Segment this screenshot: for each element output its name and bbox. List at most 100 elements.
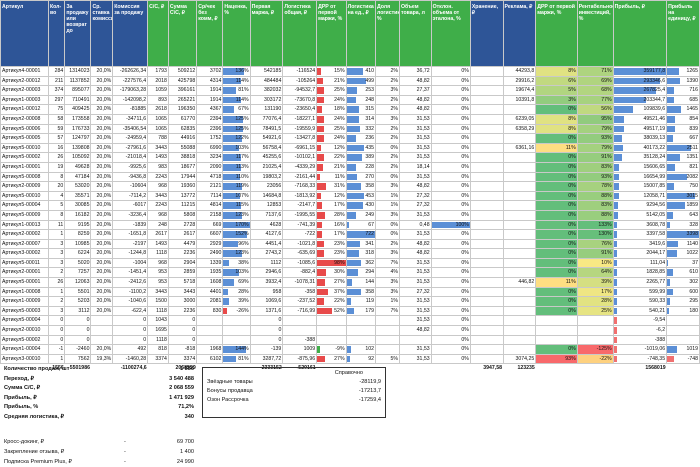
table-cell[interactable]: 6% [535,75,578,87]
table-cell[interactable]: 0% [535,257,578,269]
table-cell[interactable]: 389 [345,152,377,163]
table-cell[interactable]: 20,0% [90,305,114,317]
table-cell[interactable]: 1118 [147,334,169,346]
table-cell[interactable]: 107% [222,190,251,202]
table-cell[interactable]: 59 [47,123,66,135]
table-cell[interactable] [469,267,504,279]
table-cell[interactable]: 3419,6 [612,238,668,250]
column-header[interactable]: За продажу или возврат до [64,0,92,67]
table-cell[interactable]: 1968 [196,344,224,355]
table-cell[interactable]: 1493 [147,238,169,250]
table-cell[interactable]: -7168,33 [282,181,318,192]
table-cell[interactable]: 26 [47,277,66,288]
table-cell[interactable] [666,315,700,327]
table-cell[interactable]: 93% [576,171,614,183]
table-cell[interactable]: 25% [316,123,347,135]
table-cell[interactable]: 968 [147,209,169,221]
table-cell[interactable]: -622,4 [112,305,149,317]
table-row[interactable]: Артикул5-00002 0 0 0 1118 0 0 -388 0% -388 [0,334,700,346]
table-cell[interactable]: 750 [666,181,700,192]
table-cell[interactable]: -882,4 [282,267,318,279]
table-cell[interactable]: 3234 [196,152,224,163]
table-cell[interactable] [345,325,377,336]
table-cell[interactable]: 20,0% [90,94,114,106]
table-cell[interactable]: 236 [345,133,377,144]
table-cell[interactable]: 0% [430,296,471,307]
table-cell[interactable]: 669 [196,219,224,231]
table-cell[interactable]: 1793 [147,66,169,77]
table-cell[interactable]: 19,3% [90,353,114,365]
column-header[interactable]: Прибыль на единицу, ₽ [666,0,700,67]
article-cell[interactable]: Артикул3-00002 [0,248,49,259]
table-cell[interactable]: 79% [576,142,614,154]
table-cell[interactable]: 20,0% [90,171,114,183]
table-cell[interactable] [502,267,537,279]
table-cell[interactable]: 4 [47,190,66,202]
table-cell[interactable]: 0% [430,142,471,154]
table-cell[interactable]: 0% [535,286,578,298]
table-cell[interactable]: -139 [249,344,284,355]
table-cell[interactable]: 2% [375,75,400,87]
table-cell[interactable]: 253 [345,85,377,96]
table-cell[interactable]: 31,53 [398,296,432,307]
table-cell[interactable]: 119% [222,181,251,192]
table-cell[interactable] [502,219,537,231]
table-cell[interactable]: 2236 [167,248,198,259]
table-cell[interactable]: 0% [430,229,471,240]
table-cell[interactable]: 20,0% [90,286,114,298]
table-cell[interactable]: 3112 [64,305,92,317]
table-cell[interactable]: 100% [430,219,471,231]
table-cell[interactable] [375,315,400,327]
table-cell[interactable]: 0 [112,334,149,346]
table-cell[interactable]: 83% [576,200,614,211]
table-cell[interactable]: 6239,05 [502,113,537,125]
table-cell[interactable]: 20,0% [90,267,114,279]
table-cell[interactable]: -635,69 [282,248,318,259]
table-row[interactable]: Артикул5-00008 8 47184 20,0% -9436,8 2243 1794… [0,171,700,183]
article-cell[interactable]: Артикул1-00003 [0,94,49,106]
table-cell[interactable] [469,315,504,327]
table-cell[interactable]: 40173,22 [612,142,668,154]
table-cell[interactable] [469,66,504,77]
table-cell[interactable] [469,296,504,307]
table-cell[interactable]: 4127,6 [249,229,284,240]
table-cell[interactable]: 2617 [167,229,198,240]
table-cell[interactable]: 92 [345,353,377,365]
table-cell[interactable]: 484484 [249,75,284,87]
table-cell[interactable] [469,238,504,250]
table-cell[interactable]: 4628 [249,219,284,231]
table-cell[interactable]: 13772 [167,190,198,202]
table-cell[interactable]: 2243 [147,171,169,183]
article-cell[interactable]: Артикул5-00002 [0,152,49,163]
table-cell[interactable]: 109839,6 [612,104,668,115]
table-cell[interactable]: 228 [345,161,377,173]
table-cell[interactable]: -81885 [112,104,149,115]
table-cell[interactable]: 2 [47,267,66,279]
table-cell[interactable]: 81% [222,85,251,96]
table-cell[interactable]: 0% [430,315,471,327]
table-cell[interactable]: 28% [576,296,614,307]
table-cell[interactable]: 3 [47,238,66,250]
table-cell[interactable]: 6990 [196,142,224,154]
table-cell[interactable]: 78% [576,181,614,192]
table-cell[interactable]: 20,0% [90,190,114,202]
table-cell[interactable] [282,315,318,327]
column-header[interactable]: Рентабельность инвестиций, % [576,0,614,67]
table-cell[interactable]: 540,21 [612,305,668,317]
table-cell[interactable]: 5 [47,200,66,211]
table-cell[interactable]: 0% [535,200,578,211]
table-cell[interactable]: 12853 [249,200,284,211]
table-row[interactable]: Артикул3-00002 3 6224 20,0% -1244,8 1118 2236 2… [0,248,700,259]
table-cell[interactable]: 1% [375,190,400,202]
table-cell[interactable]: 20,0% [90,277,114,288]
table-cell[interactable] [576,325,614,336]
table-cell[interactable]: 2090 [196,161,224,173]
table-cell[interactable]: 267825,4 [612,85,668,96]
table-cell[interactable]: 0 [64,334,92,346]
table-cell[interactable]: -179063,28 [112,85,149,96]
table-cell[interactable] [469,257,504,269]
table-cell[interactable]: 96% [222,238,251,250]
table-cell[interactable]: 7137,6 [249,209,284,221]
table-cell[interactable]: 430 [345,200,377,211]
table-cell[interactable]: 3608,78 [612,219,668,231]
